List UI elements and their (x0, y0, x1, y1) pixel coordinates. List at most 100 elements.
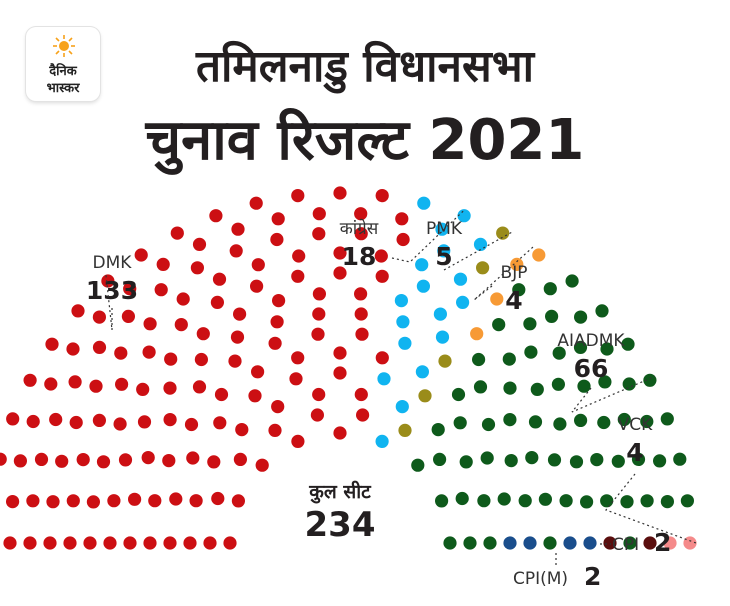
seat-dot (69, 415, 83, 430)
seat-dot (268, 336, 282, 350)
seat-dot (49, 412, 63, 427)
seat-dot (377, 372, 391, 386)
total-seats-value: 234 (305, 505, 376, 545)
seat-dot (480, 451, 494, 465)
seat-dot (552, 346, 566, 360)
seat-dot (142, 345, 156, 359)
seat-dot (46, 495, 60, 509)
seat-dot (312, 227, 326, 241)
seat-dot (194, 352, 208, 367)
seat-dot (411, 458, 425, 472)
seat-dot (437, 244, 451, 258)
seat-dot (107, 494, 121, 508)
page-title-line2: चुनाव रिजल्ट 2021 (145, 108, 585, 173)
seat-dot (163, 413, 177, 427)
seat-dot (291, 351, 305, 365)
seat-dot (3, 536, 17, 550)
seat-dot (89, 379, 103, 393)
seat-dot (583, 536, 597, 550)
seat-dot (333, 346, 347, 360)
seat-dot (163, 381, 177, 395)
seat-dot (184, 417, 199, 432)
seat-dot (86, 495, 100, 509)
seat-dot (43, 536, 57, 550)
seat-dot (333, 266, 347, 280)
seat-dot (148, 494, 162, 508)
seat-dot (559, 494, 573, 508)
seat-dot (543, 282, 557, 296)
seat-dot (355, 327, 369, 341)
seat-dot (248, 389, 262, 403)
seat-dot (291, 189, 305, 203)
seat-dot (590, 453, 604, 467)
seat-dot (271, 212, 285, 226)
seat-dot (209, 209, 223, 223)
seat-dot (162, 454, 176, 468)
seat-dot (631, 452, 646, 466)
seat-dot (580, 495, 594, 509)
seat-dot (490, 292, 504, 306)
seat-dot (137, 415, 152, 429)
party-5-name-label: VCK (618, 415, 653, 435)
seat-dot (235, 423, 249, 437)
seat-dot (55, 454, 69, 468)
seat-dot (115, 377, 129, 391)
seat-dot (547, 453, 562, 467)
seat-dot (563, 536, 577, 550)
seat-dot (532, 248, 546, 262)
seat-dot (333, 246, 347, 260)
seat-dot (71, 304, 85, 318)
seat-dot (623, 536, 637, 550)
seat-dot (418, 389, 432, 403)
seat-dot (164, 352, 178, 366)
seat-dot (660, 495, 675, 509)
seat-dot (600, 494, 614, 508)
seat-dot (128, 492, 142, 506)
seat-dot (136, 382, 150, 396)
seat-dot (312, 307, 326, 321)
party-0-name-label: DMK (93, 253, 133, 273)
seat-dot (141, 451, 155, 465)
seat-dot (354, 287, 368, 301)
seat-dot (291, 434, 305, 448)
seat-dot (453, 272, 468, 286)
seat-dot (101, 274, 115, 288)
seat-dot (174, 318, 188, 332)
seat-dot (354, 227, 368, 241)
seat-dot (483, 536, 497, 550)
seat-dot (312, 207, 326, 221)
seat-dot (660, 412, 674, 426)
seat-dot (183, 536, 197, 550)
seat-dot (231, 222, 245, 236)
sun-icon (53, 35, 75, 57)
seat-dot (312, 387, 326, 402)
seat-dot (354, 307, 368, 321)
seat-dot (553, 417, 567, 431)
seat-dot (451, 387, 466, 402)
seat-dot (354, 207, 368, 221)
party-3-name-label: BJP (501, 263, 528, 283)
seat-dot (6, 495, 20, 509)
seat-dot (574, 310, 588, 324)
party-labels: DMK 133 कांग्रेस 18 PMK 5 BJP 4 AIADMK 66 VCK 4 CPI 2… (86, 209, 697, 591)
seat-dot (600, 342, 614, 356)
seat-dot (528, 415, 543, 429)
seat-dot (196, 327, 210, 341)
seat-dot (270, 315, 284, 329)
seat-dot (470, 327, 484, 341)
seat-dot (375, 434, 389, 448)
seat-dot (163, 536, 177, 550)
total-seats-label: कुल सीट (308, 480, 372, 504)
seat-dot (573, 340, 588, 354)
seat-dot (212, 272, 227, 286)
seat-dot (96, 455, 111, 469)
seat-dot (186, 451, 200, 465)
seat-dot (463, 536, 477, 550)
seat-dot (433, 452, 447, 466)
seat-dot (396, 315, 410, 329)
seat-dot (459, 455, 473, 469)
seat-dot (76, 453, 90, 467)
dainik-bhaskar-logo: दैनिक भास्कर (26, 27, 100, 101)
party-1-leader-line (391, 209, 466, 263)
seat-dot (415, 365, 429, 379)
